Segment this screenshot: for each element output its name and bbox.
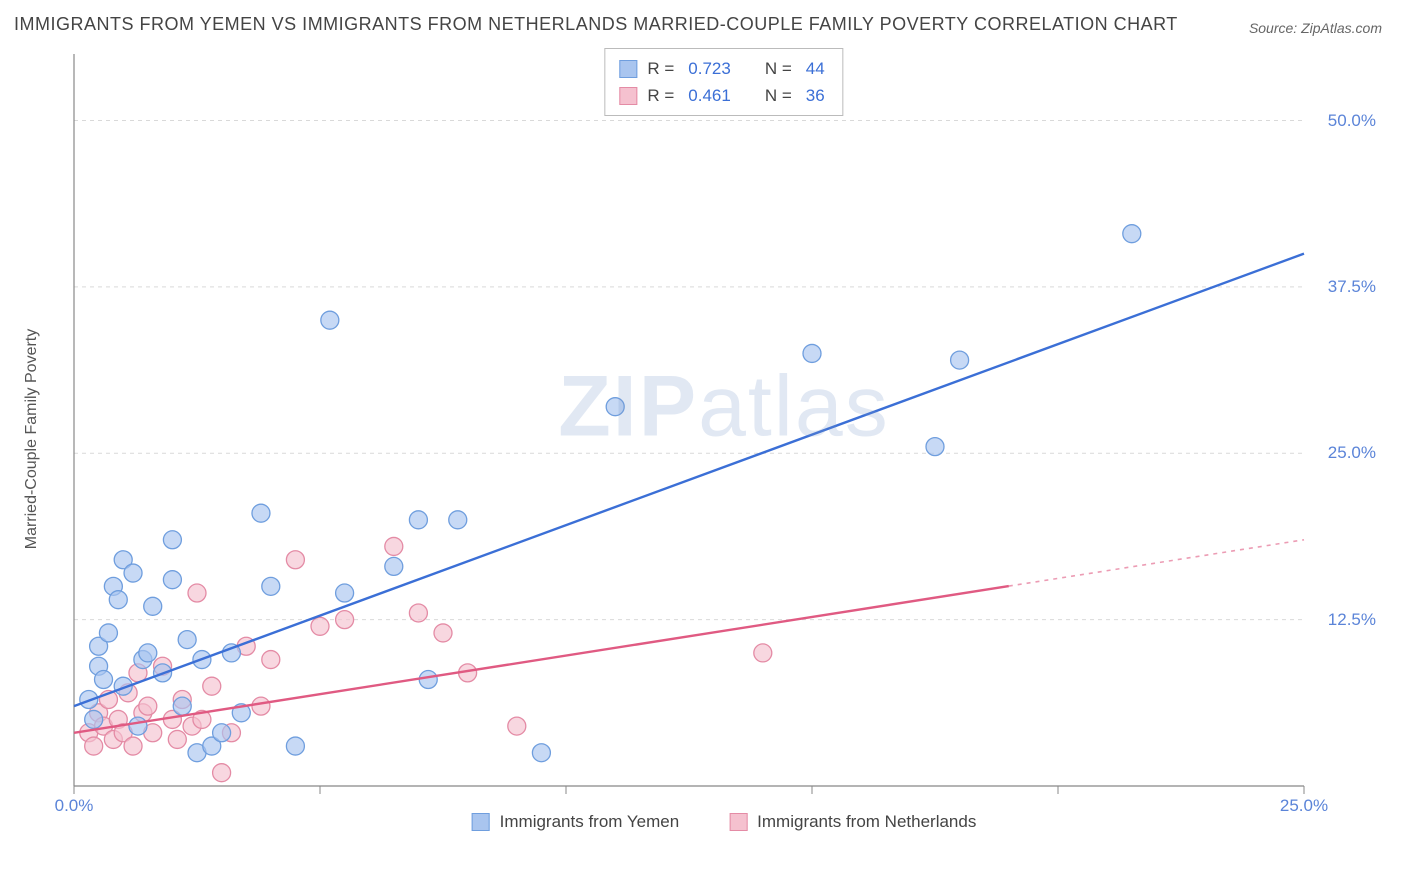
series-a-label: Immigrants from Yemen (500, 812, 680, 832)
legend-row-b: R = 0.461 N = 36 (619, 82, 824, 109)
y-axis-title: Married-Couple Family Poverty (23, 329, 41, 550)
point-series-b (252, 697, 270, 715)
y-tick-label: 50.0% (1328, 111, 1376, 131)
point-series-a (163, 531, 181, 549)
point-series-b (85, 737, 103, 755)
point-series-a (109, 591, 127, 609)
point-series-a (124, 564, 142, 582)
legend-row-a: R = 0.723 N = 44 (619, 55, 824, 82)
n-value-b: 36 (806, 82, 825, 109)
point-series-a (449, 511, 467, 529)
x-tick-label: 25.0% (1280, 796, 1328, 816)
n-value-a: 44 (806, 55, 825, 82)
y-tick-label: 25.0% (1328, 443, 1376, 463)
plot-area: ZIPatlas R = 0.723 N = 44 R = 0.461 N = … (64, 44, 1384, 834)
source-attribution: Source: ZipAtlas.com (1249, 20, 1382, 36)
point-series-b (311, 617, 329, 635)
r-value-b: 0.461 (688, 82, 731, 109)
chart-title: IMMIGRANTS FROM YEMEN VS IMMIGRANTS FROM… (14, 14, 1178, 35)
swatch-series-b (619, 87, 637, 105)
n-label: N = (765, 82, 792, 109)
r-label: R = (647, 82, 674, 109)
point-series-a (173, 697, 191, 715)
point-series-a (139, 644, 157, 662)
point-series-a (409, 511, 427, 529)
point-series-a (926, 438, 944, 456)
point-series-b (409, 604, 427, 622)
correlation-legend: R = 0.723 N = 44 R = 0.461 N = 36 (604, 48, 843, 116)
point-series-a (95, 671, 113, 689)
r-label: R = (647, 55, 674, 82)
r-value-a: 0.723 (688, 55, 731, 82)
point-series-b (508, 717, 526, 735)
y-tick-label: 12.5% (1328, 610, 1376, 630)
point-series-a (803, 344, 821, 362)
point-series-a (213, 724, 231, 742)
point-series-a (606, 398, 624, 416)
x-tick-label: 0.0% (55, 796, 94, 816)
point-series-a (99, 624, 117, 642)
point-series-a (129, 717, 147, 735)
point-series-a (85, 710, 103, 728)
point-series-a (532, 744, 550, 762)
point-series-a (286, 737, 304, 755)
point-series-a (321, 311, 339, 329)
point-series-b (203, 677, 221, 695)
point-series-a (163, 571, 181, 589)
point-series-b (434, 624, 452, 642)
y-tick-label: 37.5% (1328, 277, 1376, 297)
point-series-b (286, 551, 304, 569)
point-series-b (124, 737, 142, 755)
point-series-a (178, 631, 196, 649)
point-series-a (419, 671, 437, 689)
legend-item-a: Immigrants from Yemen (472, 812, 680, 832)
point-series-a (262, 577, 280, 595)
point-series-a (252, 504, 270, 522)
point-series-b (385, 537, 403, 555)
series-b-label: Immigrants from Netherlands (757, 812, 976, 832)
point-series-b (139, 697, 157, 715)
n-label: N = (765, 55, 792, 82)
point-series-a (1123, 225, 1141, 243)
point-series-a (951, 351, 969, 369)
swatch-series-a (472, 813, 490, 831)
series-legend: Immigrants from Yemen Immigrants from Ne… (472, 812, 977, 832)
point-series-b (262, 651, 280, 669)
point-series-b (754, 644, 772, 662)
point-series-a (385, 557, 403, 575)
swatch-series-b (729, 813, 747, 831)
point-series-b (188, 584, 206, 602)
point-series-a (336, 584, 354, 602)
point-series-b (168, 730, 186, 748)
chart-container: Married-Couple Family Poverty ZIPatlas R… (44, 44, 1384, 834)
point-series-b (213, 764, 231, 782)
scatter-plot-svg (64, 44, 1384, 834)
point-series-a (144, 597, 162, 615)
swatch-series-a (619, 60, 637, 78)
point-series-b (336, 611, 354, 629)
legend-item-b: Immigrants from Netherlands (729, 812, 976, 832)
